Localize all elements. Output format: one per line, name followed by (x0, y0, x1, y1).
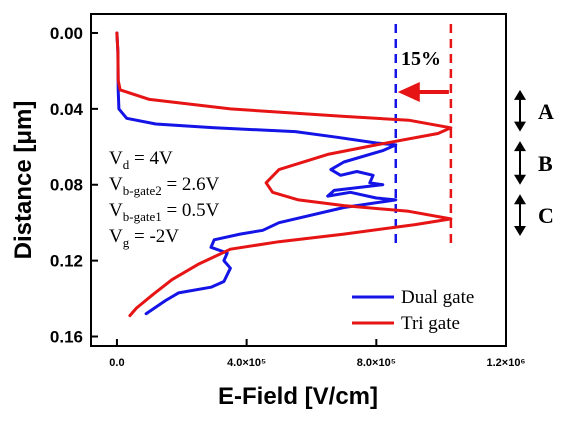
condition-label: Vg = -2V (109, 226, 179, 250)
percent-arrow-head (397, 82, 420, 102)
condition-label: Vb-gate2 = 2.6V (109, 174, 220, 198)
y-tick-label: 0.12 (50, 252, 83, 271)
y-tick-label: 0.16 (50, 328, 83, 347)
x-tick-label: 8.0×10⁵ (357, 357, 396, 369)
legend: Dual gate Tri gate (352, 287, 474, 334)
x-tick-label: 4.0×10⁵ (227, 357, 266, 369)
x-tick-label: 1.2×10⁶ (486, 357, 525, 369)
x-tick-label: 0.0 (109, 357, 124, 369)
arrow-up-icon (514, 194, 526, 205)
arrow-up-icon (514, 141, 526, 152)
arrow-down-icon (514, 225, 526, 236)
series-layer (115, 31, 453, 318)
y-tick-label: 0.00 (50, 24, 83, 43)
y-tick-label: 0.04 (50, 100, 84, 119)
legend-label: Tri gate (401, 313, 460, 334)
region-label: A (538, 99, 554, 124)
y-axis-title: Distance [μm] (10, 101, 37, 260)
percent-label: 15% (401, 48, 441, 70)
region-label: C (538, 203, 554, 228)
x-axis-title: E-Field [V/cm] (218, 383, 378, 410)
series-line-dual-gate (115, 31, 398, 316)
series-line-tri-gate (115, 31, 453, 318)
plot-frame (90, 13, 507, 347)
arrow-down-icon (514, 174, 526, 185)
axis-ticks: 0.00 0.04 0.08 0.12 0.16 0.0 4.0×10⁵ 8.0×10⁵ 1.2… (50, 24, 526, 369)
legend-label: Dual gate (401, 287, 474, 308)
region-c-marker: C (514, 194, 554, 236)
region-a-marker: A (514, 89, 554, 132)
arrow-up-icon (514, 89, 526, 100)
y-tick-label: 0.08 (50, 176, 83, 195)
condition-label: Vd = 4V (109, 148, 173, 172)
region-label: B (538, 151, 553, 176)
region-b-marker: B (514, 141, 553, 185)
arrow-down-icon (514, 121, 526, 132)
condition-label: Vb-gate1 = 0.5V (109, 200, 220, 224)
